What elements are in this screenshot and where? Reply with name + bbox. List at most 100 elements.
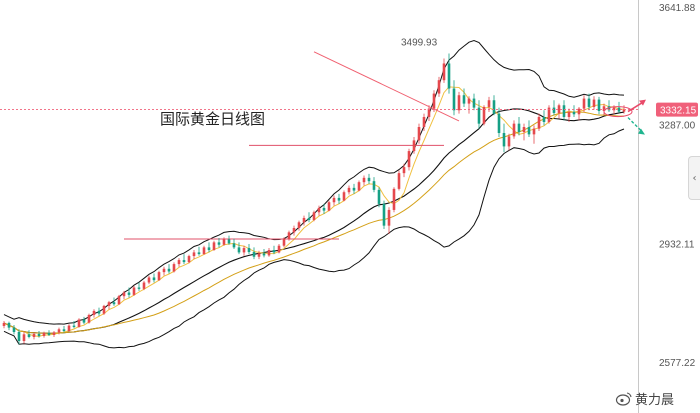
candle-15 [77, 318, 81, 328]
downward-trendline [313, 51, 460, 122]
candle-91 [457, 91, 461, 114]
candle-body [142, 282, 146, 289]
candle-70 [352, 183, 356, 194]
candle-23 [117, 294, 121, 305]
candle-123 [617, 101, 621, 113]
candle-80 [402, 163, 406, 178]
candle-89 [447, 53, 451, 94]
candle-body [42, 332, 46, 336]
candle-body [292, 227, 296, 233]
candle-body [427, 108, 431, 117]
candle-body [152, 277, 156, 281]
candle-55 [277, 244, 281, 254]
candle-22 [112, 297, 116, 306]
candle-107 [537, 113, 541, 132]
candle-3 [17, 329, 21, 345]
candle-4 [22, 331, 26, 344]
candle-body [467, 98, 471, 104]
candle-body [52, 332, 56, 335]
candle-body [462, 95, 466, 104]
candle-body [302, 217, 306, 223]
candle-40 [202, 245, 206, 255]
candle-body [222, 239, 226, 245]
arrow-up-head [639, 99, 646, 106]
watermark: 黄力晨 [615, 392, 674, 408]
candle-body [322, 207, 326, 211]
candle-64 [322, 203, 326, 214]
candle-body [407, 151, 411, 168]
candle-body [417, 127, 421, 141]
price-axis: 3641.88 3287.00 2932.11 2577.22 3332.15 [656, 3, 698, 369]
candle-body [517, 123, 521, 133]
candle-body [22, 334, 26, 342]
candle-58 [292, 225, 296, 236]
candle-body [217, 242, 221, 245]
candle-body [422, 116, 426, 128]
candle-100 [502, 123, 506, 153]
candle-24 [122, 290, 126, 300]
candle-body [622, 109, 626, 112]
price-tick-label: 3641.88 [659, 3, 696, 14]
candle-body [67, 325, 71, 331]
candle-body [307, 217, 311, 220]
candle-102 [512, 120, 516, 139]
candle-body [102, 305, 106, 314]
candle-6 [32, 332, 36, 340]
current-price-tag-bg [656, 102, 698, 117]
candle-body [117, 296, 121, 305]
bollinger-lower-line [3, 128, 625, 349]
candle-38 [192, 250, 196, 260]
candle-body [522, 127, 526, 133]
candle-body [607, 106, 611, 111]
weibo-logo-icon [615, 392, 632, 406]
candle-69 [347, 185, 351, 195]
candle-54 [272, 245, 276, 255]
candle-27 [137, 282, 141, 291]
watermark-text: 黄力晨 [635, 393, 674, 408]
candle-body [137, 287, 141, 289]
candle-body [612, 107, 616, 111]
candle-121 [607, 100, 611, 112]
candle-body [387, 209, 391, 226]
candle-body [27, 334, 31, 337]
candle-104 [522, 123, 526, 141]
candle-body [572, 111, 576, 115]
candle-59 [297, 220, 301, 231]
candle-body [567, 111, 571, 117]
candle-body [237, 247, 241, 253]
candle-20 [102, 304, 106, 315]
candle-body [587, 98, 591, 107]
candle-37 [187, 254, 191, 264]
candle-body [37, 333, 41, 336]
candle-body [177, 260, 181, 265]
candle-body [112, 302, 116, 305]
candle-body [447, 63, 451, 89]
candle-body [7, 322, 11, 328]
candle-75 [377, 187, 381, 208]
candle-body [32, 333, 36, 337]
candle-body [592, 99, 596, 107]
candle-body [72, 325, 76, 327]
candle-77 [387, 207, 391, 235]
candle-body [502, 133, 506, 147]
candle-5 [27, 330, 31, 339]
candle-body [297, 222, 301, 228]
candle-41 [207, 242, 211, 253]
candle-body [362, 177, 366, 183]
candle-29 [147, 275, 151, 285]
candle-51 [257, 250, 261, 260]
candle-body [367, 177, 371, 182]
candle-12 [62, 325, 66, 333]
candle-body [167, 268, 171, 272]
high-annotation-label: 3499.93 [401, 37, 438, 48]
candle-body [242, 248, 246, 253]
candle-48 [242, 245, 246, 256]
candle-65 [327, 200, 331, 212]
candle-119 [597, 96, 601, 115]
candle-34 [172, 262, 176, 273]
candle-body [202, 247, 206, 255]
candle-50 [252, 247, 256, 260]
candle-body [132, 287, 136, 295]
candle-body [382, 203, 386, 226]
side-collapse-button[interactable]: ‹ [688, 156, 700, 200]
